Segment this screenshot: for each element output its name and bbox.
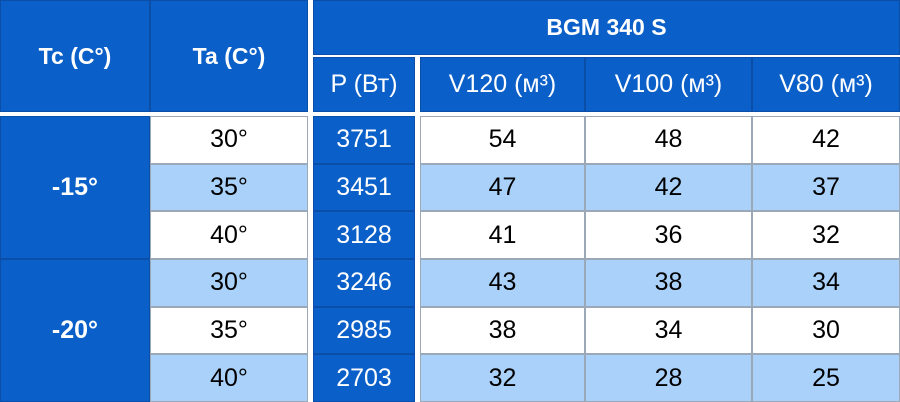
volume-cell: 42 — [752, 116, 900, 164]
header-tc: Tc (C°) — [0, 0, 150, 112]
tc-cell: -20° — [0, 259, 150, 402]
header-ta: Ta (C°) — [150, 0, 308, 112]
volume-cell: 30 — [752, 306, 900, 355]
volume-cell: 37 — [752, 163, 900, 212]
ta-cell: 30° — [150, 116, 308, 164]
ta-cell: 30° — [150, 259, 308, 307]
column-header: V100 (м³) — [585, 57, 752, 112]
volume-cell: 54 — [420, 116, 585, 164]
power-cell: 3751 — [313, 116, 415, 164]
ta-cell: 40° — [150, 211, 308, 259]
volume-cell: 34 — [752, 259, 900, 307]
volume-cell: 43 — [420, 259, 585, 307]
volume-cell: 47 — [420, 163, 585, 212]
volume-cell: 38 — [420, 306, 585, 355]
ta-cell: 35° — [150, 306, 308, 355]
power-cell: 2703 — [313, 354, 415, 402]
tc-cell: -15° — [0, 116, 150, 259]
volume-cell: 41 — [420, 211, 585, 259]
header-model: BGM 340 S — [313, 0, 900, 55]
column-header: P (Вт) — [313, 57, 415, 112]
volume-cell: 34 — [585, 306, 752, 355]
ta-cell: 35° — [150, 163, 308, 212]
volume-cell: 42 — [585, 163, 752, 212]
volume-cell: 28 — [585, 354, 752, 402]
column-header: V80 (м³) — [752, 57, 900, 112]
power-cell: 3128 — [313, 211, 415, 259]
volume-cell: 36 — [585, 211, 752, 259]
volume-cell: 32 — [752, 211, 900, 259]
power-cell: 3246 — [313, 259, 415, 307]
power-cell: 2985 — [313, 306, 415, 355]
column-header: V120 (м³) — [420, 57, 585, 112]
volume-cell: 25 — [752, 354, 900, 402]
power-cell: 3451 — [313, 163, 415, 212]
volume-cell: 32 — [420, 354, 585, 402]
ta-cell: 40° — [150, 354, 308, 402]
volume-cell: 48 — [585, 116, 752, 164]
volume-cell: 38 — [585, 259, 752, 307]
